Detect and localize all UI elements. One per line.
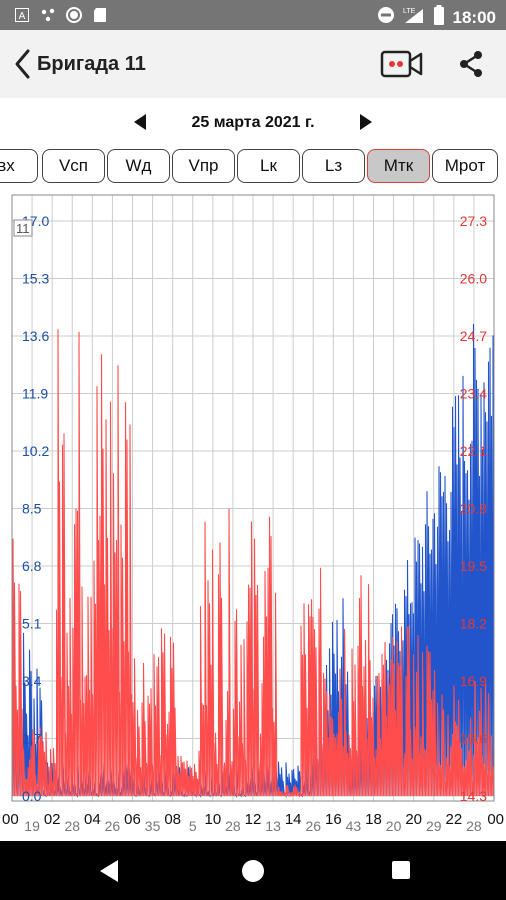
time-series-chart[interactable]: 0.0 14.3 1.7 15.6 3.4 16.9 5.1 18.2 6.8 19.5 8.5 20… [0,193,506,841]
right-axis-tick-label: 19.5 [460,558,487,574]
x-axis-major-label: 20 [405,811,422,828]
network-label: LTE [403,8,416,15]
x-axis-major-label: 04 [84,811,101,828]
page-title: Бригада 11 [37,53,146,75]
x-axis-major-label: 22 [445,811,462,828]
chart-container: 0.0 14.3 1.7 15.6 3.4 16.9 5.1 18.2 6.8 19.5 8.5 20… [0,193,506,841]
x-axis-major-label: 16 [325,811,342,828]
plot-border [11,194,495,802]
x-axis-major-label: 06 [124,811,141,828]
next-day-button[interactable] [360,114,372,130]
tab-lk[interactable]: Lк [237,149,300,183]
date-label: 25 марта 2021 г. [191,114,315,131]
left-axis-tick-label: 0.0 [22,788,42,804]
lte-signal-icon: LTE [403,6,425,29]
left-axis-tick-label: 10.2 [22,443,49,459]
a-icon: A [14,7,30,23]
tab-vh[interactable]: вх [0,149,38,183]
battery-icon [433,5,445,30]
right-axis-tick-label: 23.4 [460,386,487,402]
right-axis-tick-label: 26.0 [460,271,487,287]
left-axis-tick-label: 11.9 [22,386,48,402]
tab-lz[interactable]: Lз [302,149,365,183]
date-navigator: 25 марта 2021 г. [0,108,506,138]
x-axis-major-label: 00 [487,811,504,828]
left-axis-tick-label: 6.8 [22,558,42,574]
right-axis-tick-label: 15.6 [460,731,487,747]
sd-card-icon [92,7,108,23]
x-axis-minor-label: 35 [145,818,161,834]
tab-vpr[interactable]: Vпр [172,149,235,183]
x-axis-minor-label: 43 [346,818,362,834]
legend-marker-label: 11 [16,221,30,236]
app-bar: Бригада 11 [0,30,506,98]
x-axis-major-label: 08 [164,811,181,828]
parameter-tabs: вх Vсп Wд Vпр Lк Lз Мтк Мрот [0,149,506,185]
share-icon[interactable] [456,49,486,79]
x-axis-major-label: 18 [365,811,382,828]
dnd-icon [377,6,395,29]
right-axis-tick-label: 18.2 [460,616,487,632]
left-axis-tick-label: 15.3 [22,271,49,287]
x-axis-minor-label: 19 [24,818,40,834]
left-axis-tick-label: 13.6 [22,328,49,344]
x-axis-major-label: 10 [204,811,221,828]
tab-vsp[interactable]: Vсп [42,149,105,183]
x-axis-major-label: 14 [285,811,302,828]
x-axis-minor-label: 28 [225,818,241,834]
x-axis-minor-label: 28 [64,818,80,834]
dots-icon [40,7,56,23]
circle-icon [66,7,82,23]
x-axis-minor-label: 20 [386,818,402,834]
x-axis-minor-label: 5 [189,818,197,834]
nav-home-icon[interactable] [242,860,264,882]
x-axis-major-label: 00 [2,811,19,828]
right-axis-tick-label: 27.3 [460,213,487,229]
red-series-trace [12,329,494,798]
x-axis-minor-label: 28 [466,818,482,834]
right-axis-tick-label: 14.3 [460,788,487,804]
left-axis-tick-label: 1.7 [22,731,42,747]
navigation-bar [0,841,506,900]
tab-mrot[interactable]: Мрот [432,149,498,183]
status-bar: A LTE 18:00 [0,0,506,30]
x-axis-major-label: 12 [245,811,262,828]
x-axis-minor-label: 26 [105,818,121,834]
x-axis-minor-label: 13 [265,818,281,834]
clock: 18:00 [452,7,496,27]
x-axis-minor-label: 26 [305,818,321,834]
right-axis-tick-label: 22.1 [460,443,487,459]
right-axis-tick-label: 20.8 [460,501,487,517]
x-axis-minor-label: 29 [426,818,442,834]
x-axis-major-label: 02 [44,811,61,828]
nav-back-icon[interactable] [100,860,118,882]
left-axis-tick-label: 8.5 [22,501,42,517]
back-arrow-icon[interactable] [12,48,36,80]
content-area: 25 марта 2021 г. вх Vсп Wд Vпр Lк Lз Мтк… [0,98,506,841]
left-axis-tick-label: 5.1 [22,616,42,632]
tab-wd[interactable]: Wд [107,149,170,183]
svg-text:A: A [19,11,26,22]
tab-mtk[interactable]: Мтк [367,149,430,183]
legend-marker-box [13,219,33,237]
previous-day-button[interactable] [134,114,146,130]
video-camera-icon[interactable] [380,49,424,79]
right-axis-tick-label: 24.7 [460,328,487,344]
right-axis-tick-label: 16.9 [460,673,487,689]
nav-recent-apps-icon[interactable] [392,861,410,879]
left-axis-tick-label: 3.4 [22,673,42,689]
